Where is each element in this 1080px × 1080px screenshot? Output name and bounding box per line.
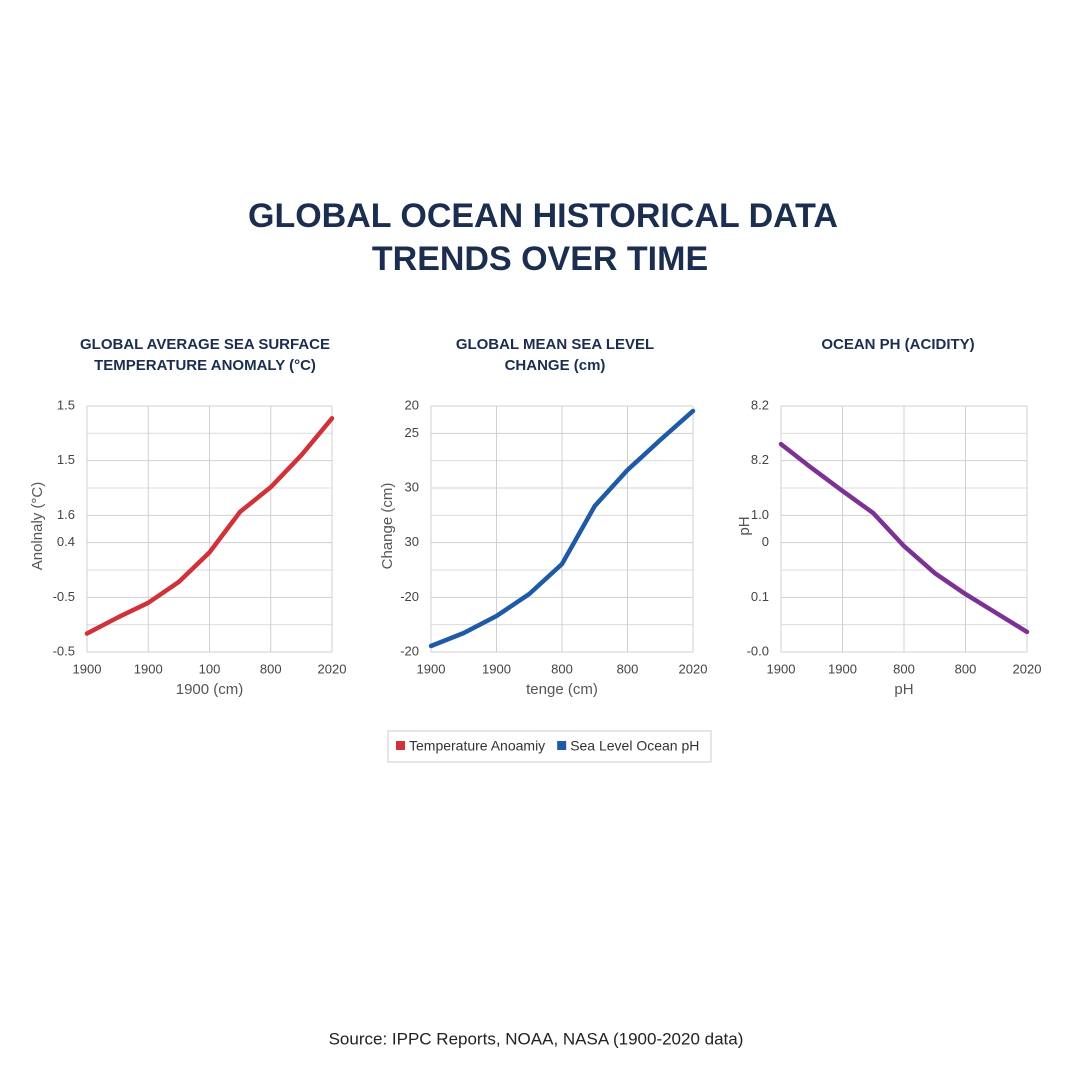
y-tick-label: 0.1	[751, 589, 769, 604]
legend-box	[387, 730, 712, 763]
y-tick-label: 8.2	[751, 397, 769, 412]
x-axis-label: pH	[894, 681, 913, 698]
x-tick-label: 2020	[318, 661, 347, 676]
y-tick-label: -20	[400, 643, 419, 658]
title-line: GLOBAL OCEAN HISTORICAL DATA	[248, 197, 838, 235]
legend-label: Sea Level Ocean pH	[570, 738, 699, 754]
y-axis-label: pH	[736, 516, 753, 535]
x-tick-label: 800	[893, 661, 915, 676]
x-tick-label: 1900	[767, 661, 796, 676]
x-tick-label: 1900	[417, 661, 446, 676]
y-tick-label: 1.5	[57, 397, 75, 412]
x-tick-label: 800	[617, 661, 639, 676]
y-tick-label: 8.2	[751, 452, 769, 467]
legend-swatch	[396, 741, 405, 750]
y-tick-label: 0	[762, 534, 769, 549]
x-tick-label: 100	[199, 661, 221, 676]
chart-subtitle: GLOBAL MEAN SEA LEVEL	[456, 336, 654, 353]
chart-subtitle: OCEAN PH (ACIDITY)	[821, 336, 974, 353]
y-tick-label: 30	[405, 534, 419, 549]
y-tick-label: 1.0	[751, 507, 769, 522]
x-tick-label: 2020	[679, 661, 708, 676]
legend: Temperature Anoamiy Sea Level Ocean pH	[396, 738, 699, 754]
y-tick-label: 1.5	[57, 452, 75, 467]
y-tick-label: 25	[405, 425, 419, 440]
y-tick-label: -0.5	[53, 589, 75, 604]
y-tick-label: 0.4	[57, 534, 75, 549]
data-line	[84, 416, 335, 636]
source: Source: IPPC Reports, NOAA, NASA (1900-2…	[329, 1029, 744, 1048]
x-tick-label: 800	[260, 661, 282, 676]
chart-subtitle: TEMPERATURE ANOMALY (°C)	[94, 357, 316, 374]
x-tick-label: 2020	[1013, 661, 1042, 676]
y-tick-label: -0.5	[53, 643, 75, 658]
data-line	[778, 441, 1030, 635]
legend-swatch	[557, 741, 567, 750]
x-tick-label: 1900	[73, 661, 102, 676]
chart-subtitle: CHANGE (cm)	[505, 357, 606, 374]
x-axis-label: tenge (cm)	[526, 681, 598, 698]
legend-label: Temperature Anoamiy	[409, 738, 545, 754]
x-tick-label: 1900	[134, 661, 163, 676]
y-tick-label: -20	[400, 589, 419, 604]
y-tick-label: 30	[405, 479, 419, 494]
x-tick-label: 800	[551, 661, 573, 676]
y-axis-label: Change (cm)	[379, 483, 396, 570]
y-tick-label: 20	[405, 397, 419, 412]
x-tick-label: 1900	[482, 661, 511, 676]
chart-subtitle: GLOBAL AVERAGE SEA SURFACE	[80, 336, 330, 353]
x-tick-label: 800	[955, 661, 977, 676]
title-line: TRENDS OVER TIME	[372, 240, 708, 278]
data-line	[428, 408, 696, 649]
x-tick-label: 1900	[828, 661, 857, 676]
x-axis-label: 1900 (cm)	[176, 681, 244, 698]
y-tick-label: -0.0	[747, 643, 769, 658]
y-tick-label: 1.6	[57, 507, 75, 522]
y-axis-label: Anolnaly (°C)	[29, 482, 46, 571]
